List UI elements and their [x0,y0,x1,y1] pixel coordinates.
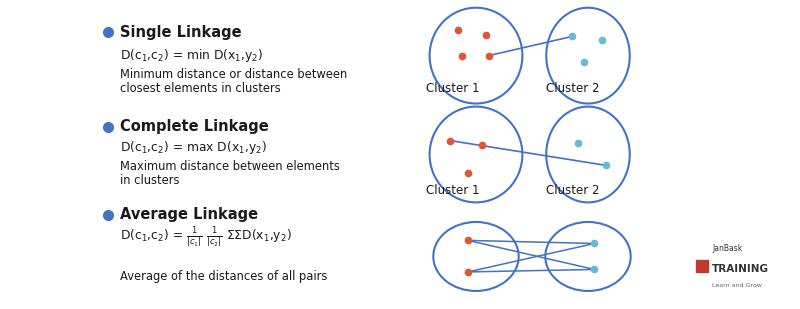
Text: JanBask: JanBask [712,244,742,253]
Text: D(c$_1$,c$_2$) = min D(x$_1$,y$_2$): D(c$_1$,c$_2$) = min D(x$_1$,y$_2$) [120,47,263,64]
Text: Cluster 2: Cluster 2 [546,82,599,95]
Text: Cluster 2: Cluster 2 [546,184,599,197]
Text: Cluster 1: Cluster 1 [426,184,479,197]
Text: Average of the distances of all pairs: Average of the distances of all pairs [120,270,327,283]
Text: Learn and Grow: Learn and Grow [712,283,762,288]
Text: Complete Linkage: Complete Linkage [120,119,269,134]
Text: closest elements in clusters: closest elements in clusters [120,83,281,95]
Text: Average Linkage: Average Linkage [120,207,258,222]
Text: Minimum distance or distance between: Minimum distance or distance between [120,68,347,81]
Text: Single Linkage: Single Linkage [120,25,242,40]
Text: TRAINING: TRAINING [712,264,769,274]
Text: D(c$_1$,c$_2$) = max D(x$_1$,y$_2$): D(c$_1$,c$_2$) = max D(x$_1$,y$_2$) [120,139,267,156]
Text: Maximum distance between elements: Maximum distance between elements [120,160,340,173]
Text: D(c$_1$,c$_2$) = $\frac{1}{|c_1|}$ $\frac{1}{|c_2|}$ $\Sigma\Sigma$D(x$_1$,y$_2$: D(c$_1$,c$_2$) = $\frac{1}{|c_1|}$ $\fra… [120,225,292,250]
Text: Cluster 1: Cluster 1 [426,82,479,95]
Text: in clusters: in clusters [120,174,179,187]
